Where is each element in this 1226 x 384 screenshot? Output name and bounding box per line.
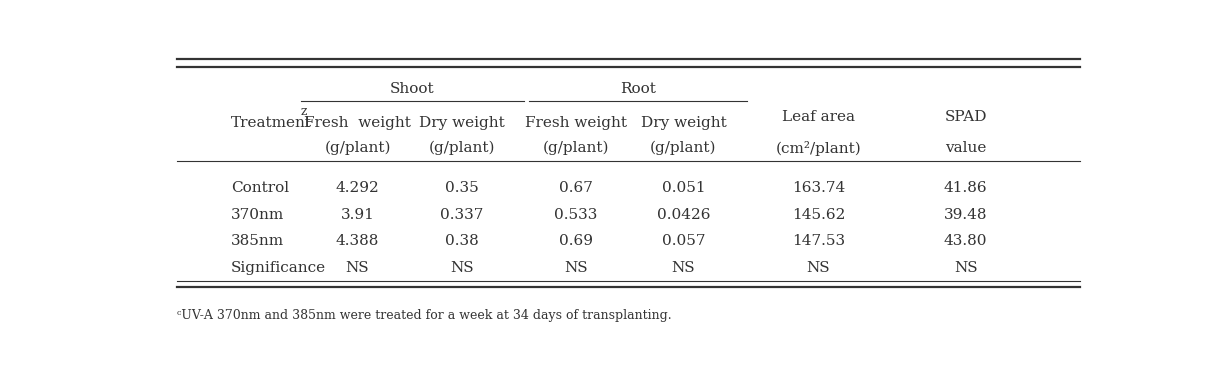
Text: Shoot: Shoot <box>390 82 434 96</box>
Text: NS: NS <box>807 261 830 275</box>
Text: (g/plant): (g/plant) <box>429 141 495 155</box>
Text: (cm²/plant): (cm²/plant) <box>776 141 861 156</box>
Text: Dry weight: Dry weight <box>419 116 505 130</box>
Text: 0.38: 0.38 <box>445 234 479 248</box>
Text: Dry weight: Dry weight <box>640 116 726 130</box>
Text: NS: NS <box>450 261 474 275</box>
Text: ᶜUV-A 370nm and 385nm were treated for a week at 34 days of transplanting.: ᶜUV-A 370nm and 385nm were treated for a… <box>177 309 672 322</box>
Text: 43.80: 43.80 <box>944 234 987 248</box>
Text: Root: Root <box>620 82 656 96</box>
Text: NS: NS <box>346 261 369 275</box>
Text: 3.91: 3.91 <box>341 208 374 222</box>
Text: 0.057: 0.057 <box>662 234 705 248</box>
Text: NS: NS <box>564 261 588 275</box>
Text: (g/plant): (g/plant) <box>325 141 391 155</box>
Text: z: z <box>300 104 306 118</box>
Text: Fresh  weight: Fresh weight <box>304 116 411 130</box>
Text: Significance: Significance <box>232 261 326 275</box>
Text: 4.388: 4.388 <box>336 234 379 248</box>
Text: 0.533: 0.533 <box>554 208 598 222</box>
Text: Control: Control <box>232 181 289 195</box>
Text: 0.67: 0.67 <box>559 181 593 195</box>
Text: 0.35: 0.35 <box>445 181 479 195</box>
Text: Leaf area: Leaf area <box>782 110 855 124</box>
Text: 4.292: 4.292 <box>336 181 379 195</box>
Text: value: value <box>945 141 986 155</box>
Text: 0.337: 0.337 <box>440 208 484 222</box>
Text: NS: NS <box>672 261 695 275</box>
Text: 41.86: 41.86 <box>944 181 987 195</box>
Text: 145.62: 145.62 <box>792 208 845 222</box>
Text: 385nm: 385nm <box>232 234 284 248</box>
Text: 147.53: 147.53 <box>792 234 845 248</box>
Text: 0.0426: 0.0426 <box>657 208 710 222</box>
Text: NS: NS <box>954 261 977 275</box>
Text: 0.051: 0.051 <box>662 181 705 195</box>
Text: 0.69: 0.69 <box>559 234 593 248</box>
Text: 370nm: 370nm <box>232 208 284 222</box>
Text: Treatment: Treatment <box>232 116 313 130</box>
Text: 163.74: 163.74 <box>792 181 845 195</box>
Text: (g/plant): (g/plant) <box>543 141 609 155</box>
Text: Fresh weight: Fresh weight <box>525 116 626 130</box>
Text: (g/plant): (g/plant) <box>650 141 717 155</box>
Text: 39.48: 39.48 <box>944 208 987 222</box>
Text: SPAD: SPAD <box>944 110 987 124</box>
